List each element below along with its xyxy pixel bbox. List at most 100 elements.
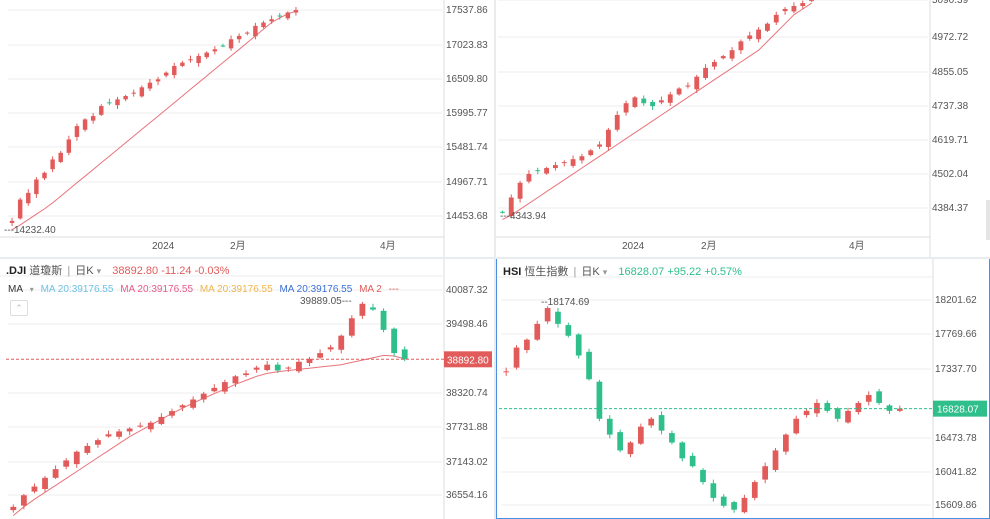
chevron-down-icon[interactable]: ▾ [602, 267, 608, 277]
candle [211, 387, 218, 392]
x-axis-label: 2024 [622, 241, 645, 252]
candle [212, 49, 218, 52]
ma-line [12, 354, 405, 516]
ma-label[interactable]: MA [8, 284, 23, 295]
y-axis-label: 17769.66 [935, 329, 977, 340]
candle [236, 35, 242, 40]
candle [401, 349, 408, 360]
symbol-label[interactable]: HSI [503, 266, 522, 278]
candle [809, 0, 815, 2]
candlestick-chart-top-left[interactable]: 17537.86 17023.83 16509.80 15995.77 15481.74… [0, 0, 494, 258]
candle [158, 416, 165, 424]
scroll-handle[interactable] [986, 200, 990, 240]
candle [606, 418, 613, 435]
settings-icon[interactable]: ⌃ [10, 300, 28, 316]
candle [762, 466, 769, 480]
candle [99, 106, 104, 115]
candle [204, 52, 209, 58]
ma-line [502, 2, 812, 221]
candle [221, 382, 228, 392]
candle [729, 50, 735, 59]
candlestick-chart-top-right[interactable]: 5090.39 4972.72 4855.05 4737.38 4619.71 4502.… [496, 0, 990, 258]
candle [685, 85, 691, 87]
separator: | [67, 265, 71, 277]
candle [50, 159, 55, 170]
candle [391, 328, 398, 354]
period-selector[interactable]: 日K [75, 265, 94, 277]
y-axis-label: 38320.74 [446, 388, 488, 399]
candle [676, 88, 682, 95]
candle [107, 102, 112, 104]
candle [228, 39, 234, 49]
candle [700, 469, 706, 483]
y-axis-label: 36554.16 [446, 490, 488, 501]
candle [886, 405, 893, 411]
candle [772, 450, 779, 470]
candle [74, 126, 80, 137]
candle [105, 434, 112, 437]
y-axis-label: 37731.88 [446, 422, 488, 433]
candle [274, 364, 281, 371]
candle [544, 168, 550, 174]
candle [544, 308, 551, 322]
candle [579, 156, 585, 161]
candle [741, 497, 748, 513]
candle [658, 100, 664, 103]
quote-text: 16828.07 +95.22 +0.57% [618, 266, 742, 278]
candle [200, 393, 207, 400]
candle [756, 29, 762, 40]
candle [285, 367, 292, 369]
chevron-down-icon[interactable]: ▾ [29, 285, 34, 294]
chart-panel-top-right[interactable]: 5090.39 4972.72 4855.05 4737.38 4619.71 4502.… [496, 0, 990, 258]
candle [669, 433, 675, 443]
y-axis-label: 16473.78 [935, 433, 977, 444]
chart-panel-top-left[interactable]: 17537.86 17023.83 16509.80 15995.77 15481.74… [0, 0, 494, 258]
y-axis-label: 40087.32 [446, 285, 488, 296]
candle [782, 8, 788, 12]
x-axis-label: 4月 [380, 240, 396, 252]
candle [338, 335, 345, 350]
y-axis-label: 17023.83 [446, 40, 488, 51]
candle [650, 101, 656, 107]
candle [627, 442, 634, 455]
y-axis-label: 15481.74 [446, 142, 488, 153]
y-axis-label: 14453.68 [446, 211, 488, 222]
y-axis-label: 4737.38 [932, 101, 969, 112]
candle [188, 59, 193, 61]
chart-header-dji: .DJI 道瓊斯 | 日K ▾ 38892.80 -11.24 -0.03% [6, 262, 229, 278]
candle [232, 376, 239, 384]
y-axis-label: 18201.62 [935, 295, 977, 306]
candle [791, 6, 797, 12]
ma-value-5: MA 2 [359, 284, 382, 295]
y-axis-label: 37143.02 [446, 457, 488, 468]
candle [123, 96, 128, 100]
candle [317, 353, 323, 358]
period-selector[interactable]: 日K [581, 266, 600, 278]
candle [42, 477, 48, 489]
candle [694, 76, 700, 90]
candle [703, 67, 709, 78]
candle [720, 56, 726, 59]
candlestick-chart-dji[interactable]: 40087.32 39498.46 38320.74 37731.88 37143.02… [0, 258, 494, 519]
symbol-label[interactable]: .DJI [6, 265, 27, 277]
candle [17, 199, 23, 219]
candle [689, 455, 696, 467]
chart-panel-dji[interactable]: 40087.32 39498.46 38320.74 37731.88 37143.02… [0, 258, 494, 519]
candle [648, 418, 655, 426]
y-axis-label: 4384.37 [932, 203, 969, 214]
index-name: 恆生指數 [524, 266, 569, 278]
candle [637, 426, 644, 444]
candle [269, 19, 274, 22]
candle [147, 82, 153, 89]
candle [277, 15, 282, 17]
y-axis-label: 4972.72 [932, 32, 969, 43]
ma-line [11, 10, 297, 231]
candle [147, 422, 154, 430]
y-axis-label: 17537.86 [446, 5, 488, 16]
ma-indicator-bar[interactable]: MA ▾ MA 20:39176.55 MA 20:39176.55 MA 20… [8, 284, 403, 295]
x-axis-label: 2月 [230, 240, 246, 252]
chart-panel-hsi[interactable]: 18201.62 17769.66 17337.70 16473.78 16041.82… [496, 258, 990, 519]
ma-more: --- [388, 284, 399, 295]
chevron-down-icon[interactable]: ▾ [96, 266, 102, 276]
candlestick-chart-hsi[interactable]: 18201.62 17769.66 17337.70 16473.78 16041.82… [497, 259, 989, 518]
